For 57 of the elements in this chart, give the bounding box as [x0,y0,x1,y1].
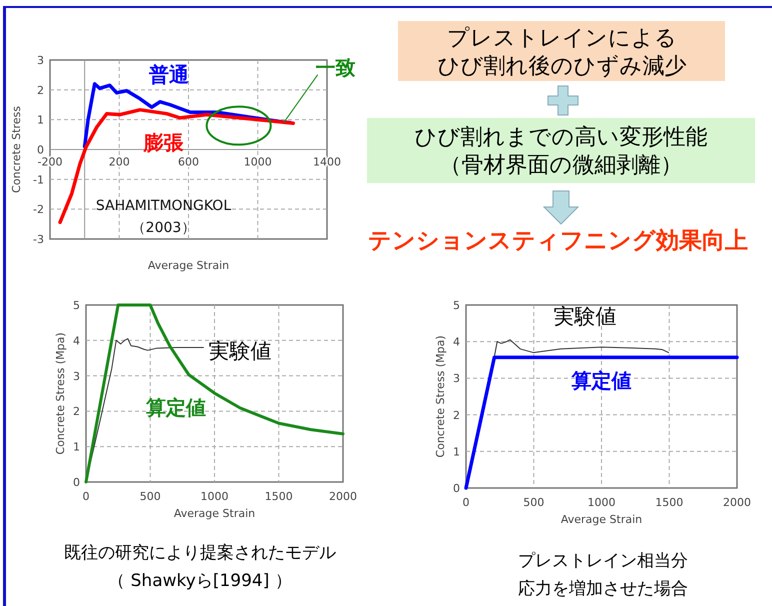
x-tick-label: 500 [140,490,161,503]
y-tick-label: 5 [73,299,80,312]
text: プレストレインによる [447,26,677,51]
y-axis-title: Concrete Stress (Mpa) [434,335,447,458]
annotation: （2003） [132,220,196,236]
y-tick-label: 2 [73,405,80,418]
y-tick-label: 4 [73,334,80,348]
text: プレストレイン相当分 [518,551,688,571]
x-tick-label: 2000 [329,490,357,503]
x-tick-label: 2000 [723,496,751,509]
x-tick-label: 1500 [655,496,684,509]
x-tick-label: 200 [108,156,130,168]
annotation: SAHAMITMONGKOL [96,198,232,214]
y-tick-label: 1 [453,445,460,458]
y-tick-label: -1 [33,173,44,186]
text: （骨材界面の微細剥離） [440,153,682,178]
y-tick-label: 2 [453,408,460,422]
y-tick-label: 1 [37,114,44,127]
y-tick-label: 3 [453,372,460,386]
y-tick-label: -2 [33,203,44,216]
y-tick-label: 2 [37,84,44,97]
y-tick-label: 4 [453,336,460,349]
text: （ Shawkyら[1994] ） [108,571,292,591]
line-series [84,304,344,484]
text: テンションスティフニング効果向上 [368,228,748,254]
series-label: 普通 [148,62,190,86]
y-axis-title: Concrete Stress [10,106,23,193]
x-axis-title: Average Strain [560,513,642,526]
line-series [494,339,670,357]
y-tick-label: 0 [453,482,460,495]
x-tick-label: 1000 [200,490,228,503]
y-tick-label: 5 [453,299,460,312]
x-tick-label: 0 [82,490,90,503]
series-label: 算定値 [144,396,206,420]
text: 応力を増加させた場合 [518,579,688,599]
y-tick-label: 0 [37,144,44,156]
x-tick-label: 500 [523,496,544,509]
x-tick-label: 600 [178,156,199,168]
y-tick-label: 3 [37,54,44,67]
text: ひび割れ後のひずみ減少 [438,54,686,79]
y-tick-label: -3 [33,233,44,246]
y-axis-title: Concrete Stress (Mpa) [54,332,67,455]
text: ひび割れまでの高い変形性能 [414,125,708,150]
y-tick-label: 0 [73,476,80,489]
x-tick-label: 1000 [244,156,272,168]
y-tick-label: 3 [73,370,80,383]
y-tick-label: 1 [73,440,80,454]
x-axis-title: Average Strain [174,507,256,520]
series-label: 算定値 [570,368,632,392]
series-label: 実験値 [554,304,617,328]
x-axis-title: Average Strain [148,259,230,272]
x-tick-label: 0 [462,496,470,509]
x-tick-label: 1000 [588,496,616,509]
series-label: 実験値 [208,339,272,364]
text: 既往の研究により提案されたモデル [64,543,336,563]
series-label: 膨張 [142,130,185,154]
x-tick-label: 1500 [264,490,293,503]
